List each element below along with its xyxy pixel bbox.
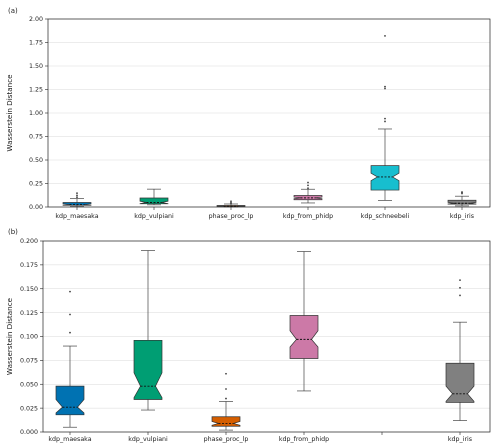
panel-label: (b) <box>8 228 18 236</box>
y-tick-label: 0.50 <box>29 157 43 164</box>
y-tick-label: 1.50 <box>29 63 43 70</box>
outlier-point <box>384 117 386 120</box>
outlier-point <box>459 279 461 282</box>
outlier-point <box>69 331 71 334</box>
box-kdp_vulpiani <box>139 188 169 206</box>
box-kdp_from_phidp <box>289 251 319 392</box>
y-tick-label: 0.125 <box>20 310 38 317</box>
y-tick-label: 0.175 <box>20 262 38 269</box>
outlier-point <box>69 313 71 316</box>
outlier-point <box>76 194 78 197</box>
x-tick-label: kdp_maesaka <box>55 213 98 220</box>
box-body <box>289 315 319 359</box>
box-body <box>55 385 85 416</box>
outlier-point <box>225 397 227 400</box>
x-tick-label: kdp_iris <box>448 436 472 443</box>
y-tick-label: 0.050 <box>20 381 38 388</box>
x-tick-label: kdp_from_phidp <box>279 436 329 443</box>
x-tick-label: kdp_iris <box>450 213 474 220</box>
y-tick-label: 0.200 <box>20 238 38 245</box>
y-tick-label: 0.00 <box>29 204 43 211</box>
y-tick-label: 0.100 <box>20 334 38 341</box>
x-tick-label: phase_proc_lp <box>204 436 249 443</box>
axes-frame <box>47 18 491 208</box>
box-body <box>445 362 475 403</box>
y-axis-label: Wasserstein Distance <box>5 74 14 152</box>
axes-frame <box>42 240 491 433</box>
panel-b: (b) 0.000 0.025 0.050 0.075 0.100 0.125 0.150 0.… <box>5 228 491 443</box>
box-body <box>133 339 163 400</box>
box-body <box>211 416 241 427</box>
outlier-point <box>461 191 463 193</box>
outlier-point <box>69 290 71 293</box>
y-tick-label: 1.75 <box>29 40 43 47</box>
y-tick-label: 1.00 <box>29 110 43 117</box>
y-tick-label: 0.25 <box>29 181 43 188</box>
outlier-point <box>307 184 309 187</box>
outlier-point <box>384 87 386 90</box>
x-tick-label: kdp_maesaka <box>48 436 91 443</box>
outlier-point <box>384 85 386 88</box>
outlier-point <box>307 187 309 190</box>
outlier-point <box>230 200 232 203</box>
outlier-point <box>225 388 227 390</box>
box-kdp_maesaka <box>62 192 92 207</box>
box-kdp_maesaka <box>55 290 85 428</box>
box-kdp_schneebeli <box>370 35 400 201</box>
box-kdp_iris <box>445 279 475 421</box>
outlier-point <box>225 372 227 375</box>
y-tick-label: 0.150 <box>20 286 38 293</box>
outlier-point <box>76 196 78 199</box>
x-tick-label: kdp_from_phidp <box>283 213 333 220</box>
box-body <box>370 165 400 191</box>
y-tick-label: 1.25 <box>29 87 43 94</box>
panel-a: (a) 0.00 0.25 0.50 0.75 1.00 1.25 1.50 1.75 2.00 W… <box>5 7 491 220</box>
y-tick-label: 0.75 <box>29 134 43 141</box>
y-tick-label: 0.075 <box>20 358 38 365</box>
outlier-point <box>307 181 309 184</box>
outlier-point <box>230 201 232 204</box>
panel-label: (a) <box>8 7 18 15</box>
x-tick-label: kdp_vulpiani <box>128 436 168 443</box>
outlier-point <box>76 192 78 195</box>
outlier-point <box>384 120 386 123</box>
y-axis-label: Wasserstein Distance <box>5 297 14 375</box>
x-tick-label: kdp_vulpiani <box>134 213 174 220</box>
y-tick-label: 0.025 <box>20 405 38 412</box>
box-phase_proc_lp <box>216 200 246 208</box>
box-kdp_iris <box>447 191 477 207</box>
y-tick-label: 0.000 <box>20 429 38 436</box>
outlier-point <box>459 294 461 297</box>
box-kdp_vulpiani <box>133 250 163 411</box>
box-kdp_from_phidp <box>293 181 323 204</box>
x-tick-label: phase_proc_lp <box>209 213 254 220</box>
outlier-point <box>384 35 386 37</box>
box-phase_proc_lp <box>211 372 241 431</box>
y-tick-label: 2.00 <box>29 16 43 23</box>
outlier-point <box>459 286 461 289</box>
x-tick-label: kdp_schneebeli <box>361 213 410 220</box>
